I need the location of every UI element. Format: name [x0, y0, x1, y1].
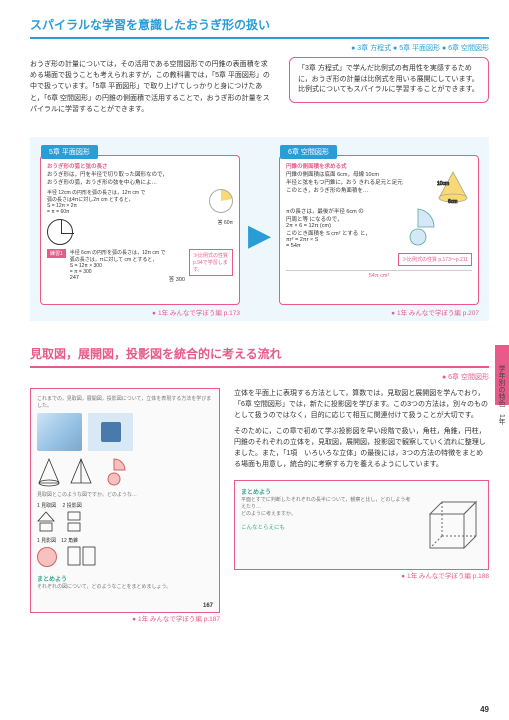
- section1-callout: 「3章 方程式」で学んだ比例式の有用性を実感するために，おうぎ形の計量は比例式を…: [289, 57, 489, 103]
- net-icon: [398, 207, 438, 247]
- circle-icon: [47, 219, 73, 245]
- bl-q4: 1 見影図 12 角錐: [37, 537, 213, 544]
- bl-t1: これまでの，見取図，展開図，投影図について，立体を表現する方法を学びました。: [37, 395, 213, 409]
- bottom-right-panel: まとめよう 平面とすでに判断したそれぞれの長半について，観察と比し，どのしよう考…: [234, 480, 489, 570]
- section2-para1: 立体を平面上に表現する方法として，算数では，見取図と展開図を学んでおり，「6章 …: [234, 388, 489, 422]
- arrow-icon: ▶: [248, 218, 271, 253]
- bl-t2: それぞれの図について，どのようなことをまとめましょう。: [37, 583, 213, 590]
- ref2-right: 1年 みんなで学ぼう編 p.188: [234, 570, 489, 580]
- circle-fill-icon: [37, 547, 57, 567]
- proj1-icon: [37, 511, 55, 533]
- pyramid-outline-icon: [69, 457, 93, 487]
- bl-num: 167: [203, 603, 213, 609]
- br-t1: 平面とすでに判断したそれぞれの長半について，観察と比し，どのしよう考えたり…: [241, 496, 412, 510]
- panel-left-heading: おうぎ形の弧と弦の長さ: [47, 162, 233, 170]
- cone-net-icon: [101, 457, 127, 487]
- pl-247: 247: [70, 275, 79, 283]
- section2-title: 見取図，展開図，投影図を統合的に考える流れ: [30, 341, 489, 368]
- panel-left: 5章 平面図形 おうぎ形の弧と弦の長さ おうぎ形は，円を半径で切り取った図形なの…: [40, 155, 240, 305]
- pl-line1: おうぎ形は，円を半径で切り取った図形なので，: [47, 170, 233, 178]
- br-t3: こんなとらえにも: [241, 523, 412, 531]
- ref-right: 1年 みんなで学ぼう編 p.207: [279, 307, 479, 317]
- pl-a2: 答 300: [169, 275, 185, 283]
- panel-right: 6章 空間図形 円錐の側面積を求める式 円錐の側面積は底面 6cm，母線 10c…: [279, 155, 479, 305]
- pr-l1: 円錐の側面積は底面 6cm，母線 10cm: [286, 170, 428, 178]
- pl-prob2: 半径 6cm の円形を弧の長さは，12π cm で: [70, 249, 185, 256]
- page-number: 49: [480, 705, 489, 714]
- pr-c1: πの長さは，最後が半径 6cm の: [286, 207, 392, 215]
- pl-prob1: 半径 12cm の円形を弧の長さは，12π cm で: [47, 189, 201, 196]
- pl-line2: おうぎ形の弧，おうぎ形の弦を中心角によ…: [47, 178, 233, 186]
- ref-left: 1年 みんなで学ぼう編 p.173: [40, 307, 240, 317]
- section1-title: スパイラルな学習を意識したおうぎ形の扱い: [30, 12, 489, 39]
- pr-c2: 円周と等 になるので，: [286, 215, 392, 223]
- pr-heading: 円錐の側面積を求める式: [286, 162, 472, 170]
- pl-c3: = π = 60π: [47, 209, 201, 215]
- proj2-icon: [65, 511, 83, 533]
- pink-note-left: ≫比例式の性質 p.94で学習します。: [189, 249, 233, 276]
- tab-6sho: 6章 空間図形: [280, 145, 337, 159]
- svg-text:6cm: 6cm: [448, 199, 457, 204]
- bl-q2: 1 見取図 2 投影図: [37, 502, 82, 509]
- pie-icon: [209, 189, 233, 213]
- pink-note-right: ≫比例式の性質 p.173～p.211: [398, 253, 472, 266]
- svg-text:10cm: 10cm: [437, 181, 449, 187]
- cone-icon: 10cm 6cm: [434, 170, 472, 204]
- pr-c4: このとき面積を S cm² とする と，: [286, 229, 392, 237]
- pl-c4: 弧の長さは，πに対して cm とすると，: [70, 256, 185, 263]
- br-h1: まとめよう: [241, 487, 482, 496]
- section2-para2: そのために，この章で初めて学ぶ投影図を早い段階で扱い，角柱，角錐，円柱，円錐のそ…: [234, 426, 489, 471]
- ref2-left: 1年 みんなで学ぼう編 p.187: [30, 613, 220, 623]
- bottom-left-panel: これまでの，見取図，展開図，投影図について，立体を表現する方法を学びました。 見…: [30, 388, 220, 613]
- side-label: 学年別の特色 1年: [496, 365, 506, 425]
- hand-photo-icon: [88, 413, 133, 451]
- bl-h2: まとめよう: [37, 574, 213, 583]
- rects-icon: [67, 546, 97, 568]
- section2-chapter-ref: ● 6章 空間図形: [30, 372, 489, 382]
- cone-outline-icon: [37, 457, 61, 487]
- pr-l3: このとき，おうぎ形の角面積を…: [286, 186, 428, 194]
- origami-icon: [37, 413, 82, 451]
- section1-para: おうぎ形の計量については，その活用である空間図形での円錐の表面積を求める場面で扱…: [30, 59, 270, 115]
- pl-c1: 弧の長さは4πに対し2π cm とすると，: [47, 196, 201, 203]
- pr-c6: = 54π: [286, 243, 392, 249]
- pr-l2: 半径と弦をもつ円錐に，おう きれる足元と足元: [286, 178, 428, 186]
- tab-5sho: 5章 平面図形: [41, 145, 98, 159]
- section1-chapter-ref: ● 3章 方程式 ● 5章 平面図形 ● 6章 空間図形: [30, 43, 489, 53]
- br-t2: どのように考えますか。: [241, 510, 412, 517]
- cube-icon: [422, 496, 482, 556]
- bl-q1: 見取図とこのような図ですか。どのような…: [37, 491, 213, 498]
- pl-a1: 答 60π: [81, 219, 233, 226]
- pr-ans: 54π cm²: [286, 270, 472, 279]
- badge-icon: 練習1: [47, 249, 66, 258]
